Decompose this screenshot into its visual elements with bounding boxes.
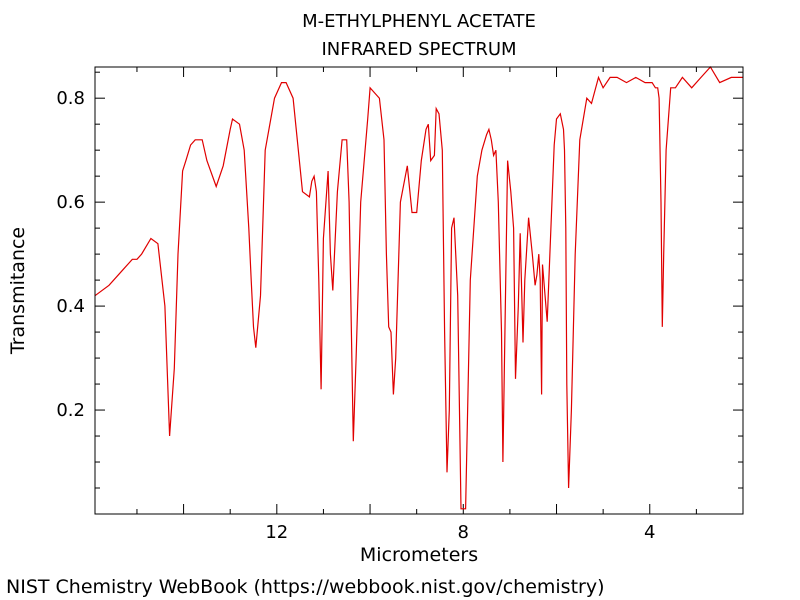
x-tick-label: 8 bbox=[458, 522, 469, 543]
x-tick-label: 4 bbox=[644, 522, 655, 543]
y-tick-label: 0.4 bbox=[56, 296, 85, 317]
x-axis-label: Micrometers bbox=[360, 544, 478, 566]
y-tick-label: 0.8 bbox=[56, 88, 85, 109]
axis-tick-labels: 12 8 4 0.2 0.4 0.6 0.8 bbox=[56, 88, 655, 543]
plot-frame bbox=[94, 66, 744, 515]
chart-subtitle: INFRARED SPECTRUM bbox=[321, 39, 517, 60]
y-tick-label: 0.6 bbox=[56, 192, 85, 213]
y-axis-label: Transmitance bbox=[7, 227, 29, 355]
chart-title: M-ETHYLPHENYL ACETATE bbox=[302, 11, 536, 32]
axis-ticks bbox=[95, 67, 744, 514]
spectrum-line bbox=[94, 65, 743, 510]
y-tick-label: 0.2 bbox=[56, 400, 85, 421]
x-tick-label: 12 bbox=[265, 522, 288, 543]
source-credit: NIST Chemistry WebBook (https://webbook.… bbox=[6, 576, 605, 598]
